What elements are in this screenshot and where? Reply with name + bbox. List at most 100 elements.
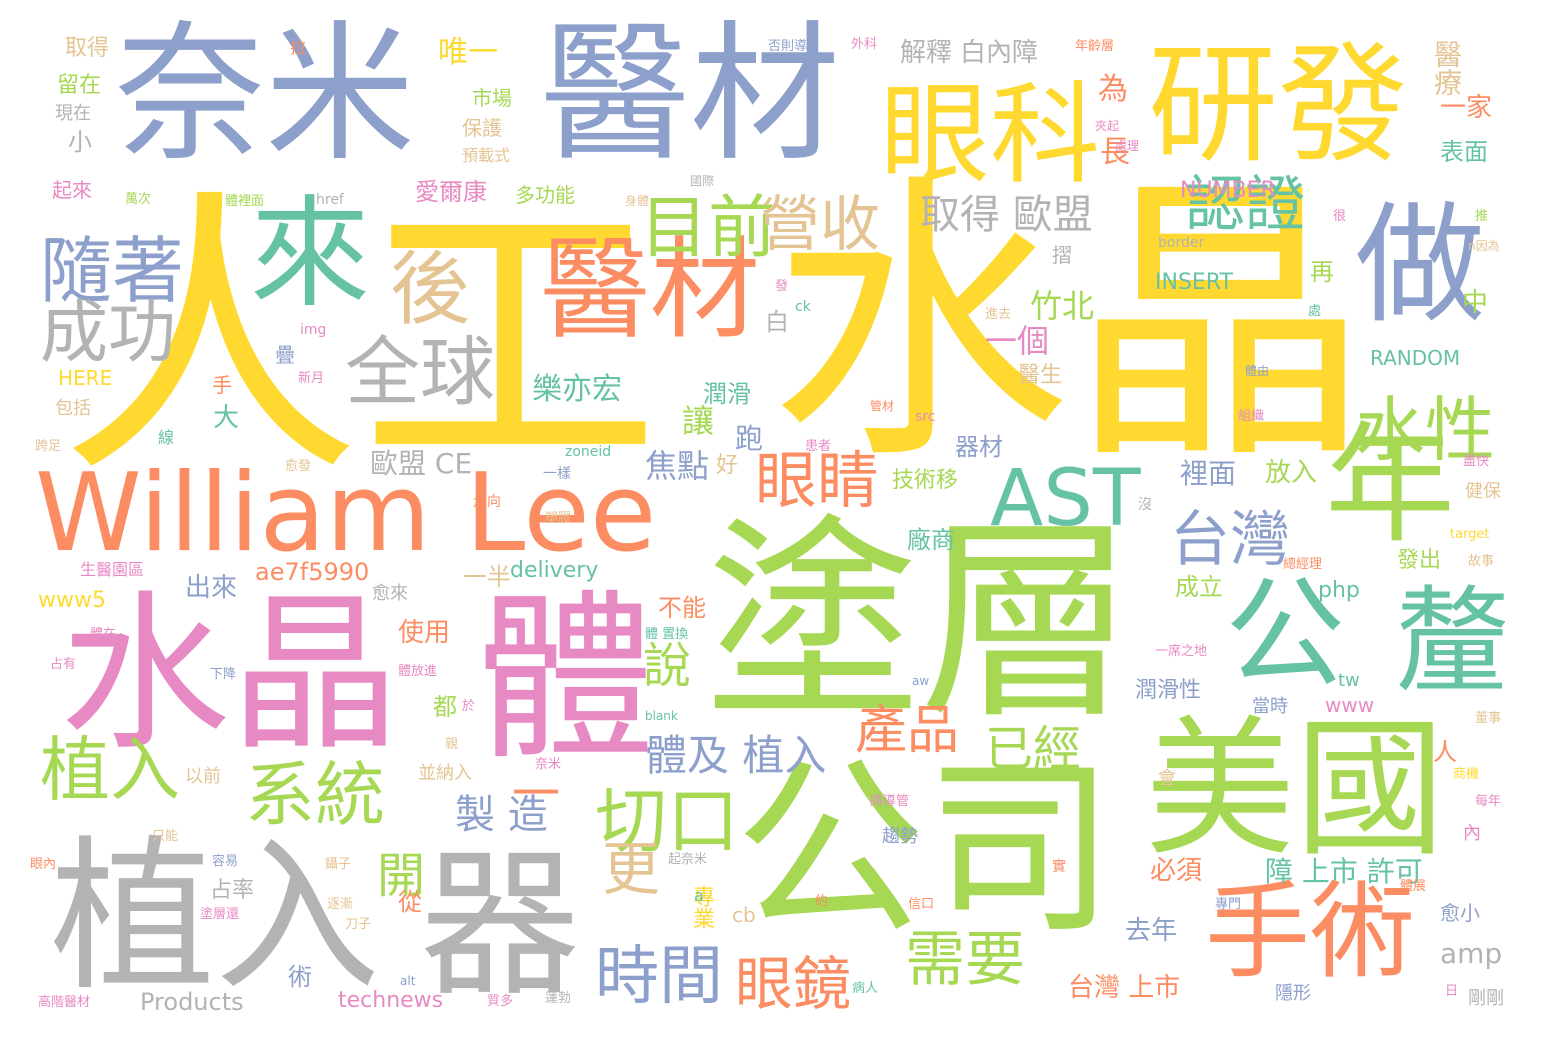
cloud-word: 預載式 [462,146,511,165]
cloud-word: 取得 [65,36,110,61]
cloud-word: 起來 [52,178,92,202]
cloud-word: 醫療 [1430,40,1463,96]
cloud-word: 保護 [462,116,502,140]
cloud-word: 醫材 [540,226,760,354]
cloud-word: href [316,192,344,208]
cloud-word: 不能 [658,594,706,622]
cloud-word: 必須 [1150,856,1203,886]
cloud-word: 實 [1052,859,1066,875]
cloud-word: 愛爾康 [415,178,487,206]
cloud-word: 術 [288,963,312,991]
cloud-word: 公 [1225,565,1345,704]
cloud-word: 剛剛 [1468,988,1504,1009]
cloud-word: 白 [765,308,789,336]
cloud-word: 人工 [60,165,660,514]
cloud-word: 推 [1475,209,1489,224]
cloud-word: 管材 [870,399,895,413]
cloud-word: 容易 [212,854,239,869]
cloud-word: 並納入 [418,763,472,784]
cloud-word: INSERT [1155,270,1233,295]
cloud-word: border [1158,235,1205,251]
cloud-word: 從 [398,888,422,916]
cloud-word: 年齡層 [1075,39,1115,54]
cloud-word: 已經 [985,721,1082,777]
cloud-word: 董事 [1475,711,1502,726]
cloud-word: 鑷子 [325,857,352,872]
cloud-word: www5 [38,588,106,613]
cloud-word: 刀子 [345,917,372,932]
cloud-word: 都 [433,693,457,721]
cloud-word: 走向 [473,494,501,510]
cloud-word: 下降 [210,667,237,682]
cloud-word: tw [1338,670,1360,691]
cloud-word: 故事 [1468,554,1495,569]
cloud-word: 起奈米 [668,852,708,867]
cloud-word: 器 [420,831,581,1018]
cloud-word: 處 [1308,304,1322,319]
cloud-word: 每年 [1475,794,1502,809]
cloud-word: 拉 [290,38,307,57]
cloud-word: 後 [390,243,470,336]
cloud-word: 產品 [855,701,960,761]
cloud-word: ck [795,299,811,315]
cloud-word: 現在 [55,103,91,124]
cloud-word: 歐盟 CE [370,447,473,480]
cloud-word: 營收 [760,190,880,260]
cloud-word: 線 [158,428,175,447]
cloud-word: 發 [775,279,789,294]
cloud-word: 做 [1355,189,1486,341]
cloud-word: 說 [634,640,690,688]
cloud-word: NUMBER [1180,178,1276,203]
cloud-word: www [1325,693,1375,717]
cloud-word: William Lee [35,451,657,576]
cloud-word: 美國 [1145,703,1446,877]
cloud-word: 目前 [640,189,777,268]
cloud-word: php [1318,578,1360,603]
cloud-word: 體由 [1245,364,1270,378]
cloud-word: 否則導 [768,39,808,54]
cloud-word: 潤滑性 [1135,678,1202,703]
cloud-word: 疊 [275,343,295,367]
cloud-word: 健保 [1465,481,1501,502]
cloud-word: 中 [1462,288,1489,318]
cloud-word: aw [912,674,930,688]
cloud-word: 患者 [805,439,832,454]
cloud-word: 質多 [487,994,514,1009]
cloud-word: 組織 [1238,409,1265,424]
cloud-word: 製 造 [455,792,548,838]
cloud-word: 水性 [1355,389,1495,471]
cloud-word: 市場 [472,86,512,110]
cloud-word: 水晶 [770,150,1370,499]
cloud-word: 竹北 [1030,287,1095,325]
cloud-word: 障 上市 許可 [1265,855,1423,888]
cloud-word: 系統 [245,754,385,836]
cloud-word: 生醫園區 [80,560,145,579]
cloud-word: 專門 [1215,897,1242,912]
cloud-word: 台灣 上市 [1068,973,1181,1003]
cloud-word: 唯一 [438,35,498,70]
cloud-word: 只能 [152,829,179,844]
cloud-word: 一 [512,766,561,822]
cloud-word: 水晶 [60,576,401,774]
cloud-word: 體 [475,575,656,784]
cloud-word: 時間 [595,940,723,1014]
cloud-word: 醫生 [1018,363,1063,388]
cloud-word: 台灣 [1170,505,1290,575]
cloud-word: 釐 [1395,575,1511,709]
cloud-word: 去年 [1125,916,1178,946]
cloud-word: 外科 [851,37,878,52]
cloud-word: 白內障 [960,38,1039,68]
cloud-word: 植入 [50,821,380,1013]
cloud-word: amp [1440,937,1503,970]
cloud-word: 國際 [690,174,715,188]
cloud-word: n因為 [1468,239,1500,253]
cloud-word: 樂亦宏 [532,372,622,407]
cloud-word: img [300,322,327,338]
cloud-word: 奈米 [535,757,562,772]
cloud-word: 愈小 [1440,901,1480,925]
cloud-word: 表面 [1440,138,1488,166]
cloud-word: 沒 [1138,497,1152,513]
cloud-word: 再 [1310,258,1334,286]
cloud-word: 專業 [689,885,714,929]
cloud-word: RANDOM [1370,346,1461,370]
